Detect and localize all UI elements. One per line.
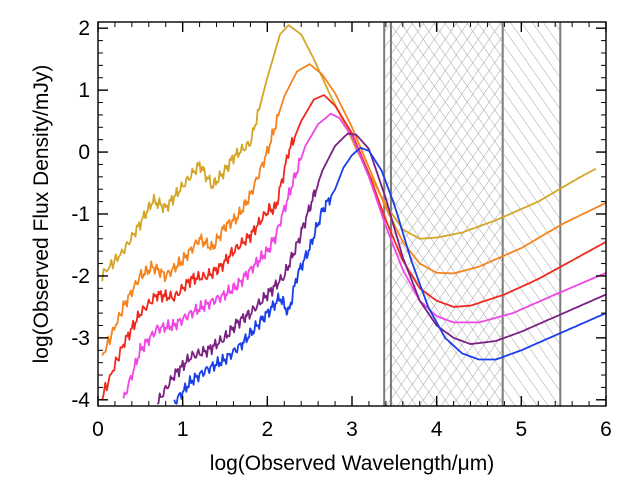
band-b-region <box>390 22 561 406</box>
x-tick-label: 1 <box>177 418 189 441</box>
hatched-bands <box>383 22 562 406</box>
x-axis-title: log(Observed Wavelength/μm) <box>210 452 494 475</box>
y-tick-label: -2 <box>71 265 90 288</box>
y-tick-label: -4 <box>71 389 90 412</box>
x-tick-label: 5 <box>515 418 527 441</box>
series-purple-line <box>156 132 606 405</box>
y-tick-label: -1 <box>71 203 90 226</box>
y-tick-label: -3 <box>71 327 90 350</box>
y-tick-label: 2 <box>78 17 90 40</box>
y-tick-label: 1 <box>78 79 90 102</box>
series-red-line <box>101 94 606 401</box>
x-tick-label: 4 <box>431 418 443 441</box>
series-orange-line <box>101 63 606 356</box>
series-gold-line <box>101 24 597 282</box>
y-tick-label: 0 <box>78 141 90 164</box>
x-tick-label: 0 <box>92 418 104 441</box>
x-tick-label: 3 <box>346 418 358 441</box>
sed-curves <box>101 24 606 405</box>
x-tick-label: 6 <box>600 418 612 441</box>
series-magenta-line <box>122 112 606 399</box>
axis-ticks: 0 1 2 3 4 5 6 -4 -3 -2 -1 0 1 2 <box>71 17 612 441</box>
y-axis-title: log(Observed Flux Density/mJy) <box>30 65 53 364</box>
series-blue-line <box>173 146 606 405</box>
x-tick-label: 2 <box>261 418 273 441</box>
